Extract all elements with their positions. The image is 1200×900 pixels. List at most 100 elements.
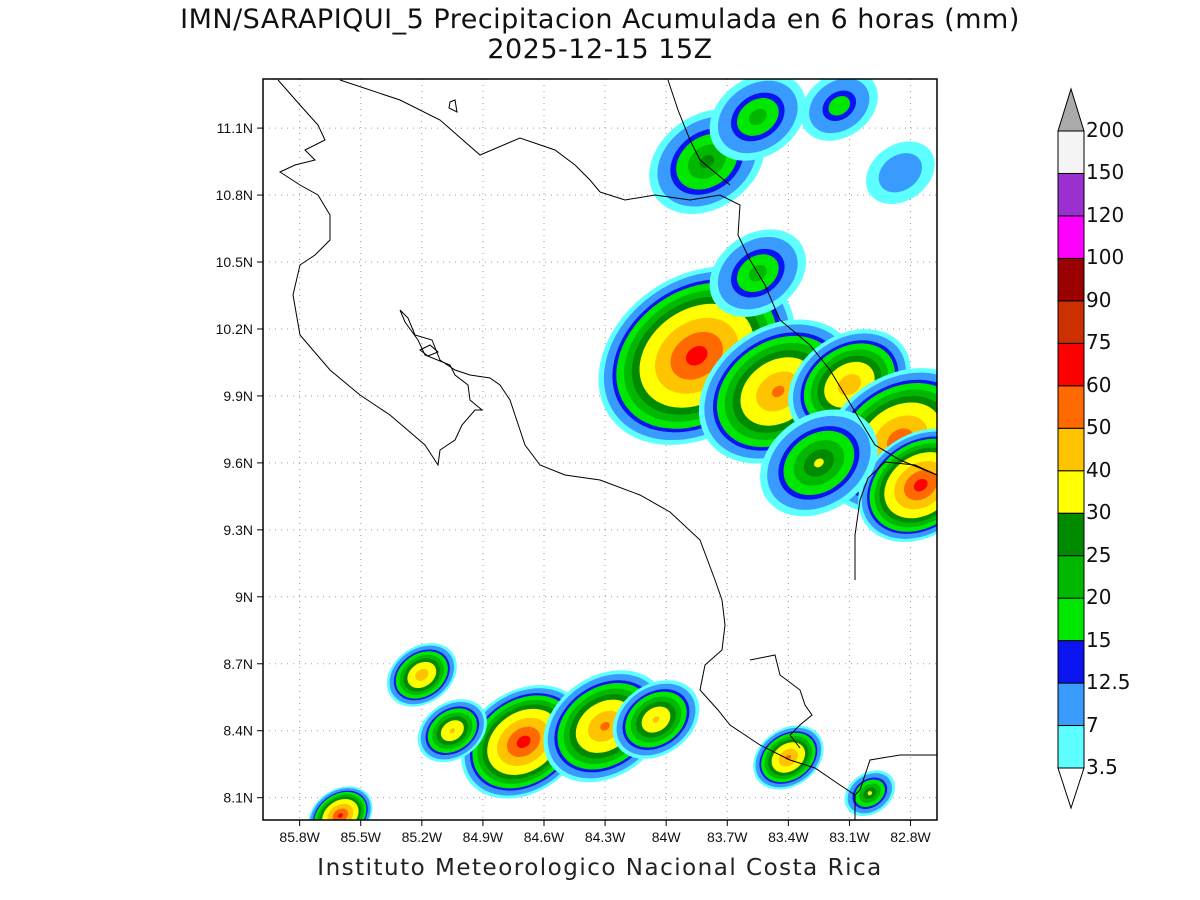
colorbar-under-arrow: [1057, 767, 1085, 810]
rain-contour: [449, 728, 456, 734]
y-tick-label: 8.4N: [223, 723, 253, 739]
colorbar-level-label: 7: [1086, 712, 1099, 737]
colorbar: [1057, 87, 1085, 810]
rain-cell: [753, 725, 824, 790]
colorbar-segment: [1057, 555, 1085, 599]
rain-contour: [837, 374, 862, 396]
colorbar-segment: [1057, 300, 1085, 344]
rain-cell: [800, 79, 878, 141]
x-tick-label: 83.7W: [707, 829, 748, 845]
colorbar-level-label: 3.5: [1086, 755, 1118, 779]
rain-contour: [699, 155, 715, 169]
y-tick-label: 8.1N: [223, 790, 253, 806]
x-tick-label: 84W: [652, 829, 682, 845]
rain-cell: [760, 409, 878, 517]
map-valid-time: 2025-12-15 15Z: [487, 34, 713, 65]
rain-cell: [858, 428, 937, 542]
rain-contour: [771, 385, 785, 398]
y-tick-label: 9.9N: [223, 388, 253, 404]
colorbar-level-label: 50: [1086, 415, 1112, 440]
x-tick-label: 85.2W: [402, 829, 443, 845]
x-tick-label: 84.6W: [524, 829, 565, 845]
rain-contour: [516, 735, 531, 749]
footer-credit: Instituto Meteorologico Nacional Costa R…: [317, 855, 883, 881]
colorbar-level-label: 60: [1086, 372, 1112, 397]
x-tick-label: 84.9W: [463, 829, 504, 845]
map-title: IMN/SARAPIQUI_5 Precipitacion Acumulada …: [180, 4, 1020, 35]
rain-contour: [814, 458, 824, 468]
colorbar-segment: [1057, 130, 1085, 174]
x-tick-label: 85.8W: [279, 829, 320, 845]
colorbar-level-label: 200: [1086, 118, 1125, 142]
rain-contour: [748, 108, 767, 126]
colorbar-level-label: 120: [1086, 202, 1125, 227]
rain-cell: [417, 699, 487, 763]
caribbean-coast: [667, 79, 731, 186]
rain-cell: [386, 643, 457, 707]
rain-cell: [308, 786, 373, 820]
lake-nicaragua-shore: [339, 79, 601, 193]
rain-contour: [828, 96, 851, 116]
lake-island: [448, 99, 458, 113]
rain-cell: [844, 770, 896, 817]
rain-cell: [865, 141, 935, 204]
map-frame: [262, 78, 938, 821]
y-tick-label: 9.3N: [223, 522, 253, 538]
colorbar-level-label: 30: [1086, 500, 1112, 525]
axis-ticks: 85.8W 85.5W 85.2W 84.9W 84.6W 84.3W 84W 83.7W 83…: [216, 120, 932, 845]
rain-contour: [652, 716, 660, 723]
rain-contour: [600, 721, 610, 731]
colorbar-segment: [1057, 512, 1085, 557]
rain-cell: [612, 680, 700, 759]
colorbar-level-label: 90: [1086, 287, 1112, 312]
y-tick-label: 8.7N: [223, 656, 253, 672]
coastlines-and-borders: [277, 79, 937, 820]
colorbar-segment: [1057, 215, 1085, 259]
rain-contour: [337, 813, 343, 818]
rain-contour: [878, 153, 923, 193]
precipitation-field: [308, 79, 937, 820]
colorbar-level-label: 15: [1086, 627, 1112, 652]
colorbar-level-label: 20: [1086, 585, 1112, 610]
rain-cell: [709, 79, 807, 161]
colorbar-level-label: 150: [1086, 160, 1125, 185]
colorbar-level-label: 12.5: [1086, 670, 1131, 695]
rain-contour: [913, 478, 928, 492]
colorbar-segment: [1057, 385, 1085, 429]
panama-border: [854, 461, 937, 580]
y-tick-label: 10.8N: [216, 187, 253, 203]
x-tick-label: 83.1W: [829, 829, 870, 845]
rain-contour: [415, 668, 429, 681]
costa-rica-pacific-coastline: [277, 79, 856, 820]
nicoya-gulf-island: [419, 344, 439, 357]
y-tick-label: 10.2N: [216, 321, 253, 337]
colorbar-legend: 3.5 7 12.5 15 20 25 30 40 50 60 75 90 100 120 150 200: [1040, 85, 1190, 815]
colorbar-segment: [1057, 640, 1085, 684]
y-tick-label: 10.5N: [216, 254, 253, 270]
y-tick-label: 11.1N: [217, 120, 253, 136]
colorbar-segment: [1057, 342, 1085, 387]
colorbar-over-arrow: [1057, 87, 1085, 132]
osa-coast: [749, 654, 813, 749]
colorbar-segment: [1057, 597, 1085, 642]
x-tick-label: 84.3W: [585, 829, 626, 845]
colorbar-segment: [1057, 427, 1085, 472]
colorbar-segment: [1057, 470, 1085, 514]
nicaragua-border: [599, 191, 937, 476]
x-tick-label: 85.5W: [341, 829, 382, 845]
colorbar-segment: [1057, 725, 1085, 769]
x-tick-label: 83.4W: [768, 829, 809, 845]
y-tick-label: 9.6N: [223, 455, 253, 471]
x-tick-label: 82.8W: [890, 829, 931, 845]
colorbar-segment: [1057, 682, 1085, 727]
y-tick-label: 9N: [235, 589, 253, 605]
colorbar-level-label: 75: [1086, 330, 1112, 355]
graticule: [263, 79, 937, 820]
colorbar-level-label: 100: [1086, 245, 1125, 270]
rain-contour: [867, 791, 872, 796]
colorbar-segment: [1057, 172, 1085, 217]
panama-pacific-coast: [854, 754, 937, 796]
colorbar-level-label: 25: [1086, 542, 1112, 567]
colorbar-level-label: 40: [1086, 457, 1112, 482]
